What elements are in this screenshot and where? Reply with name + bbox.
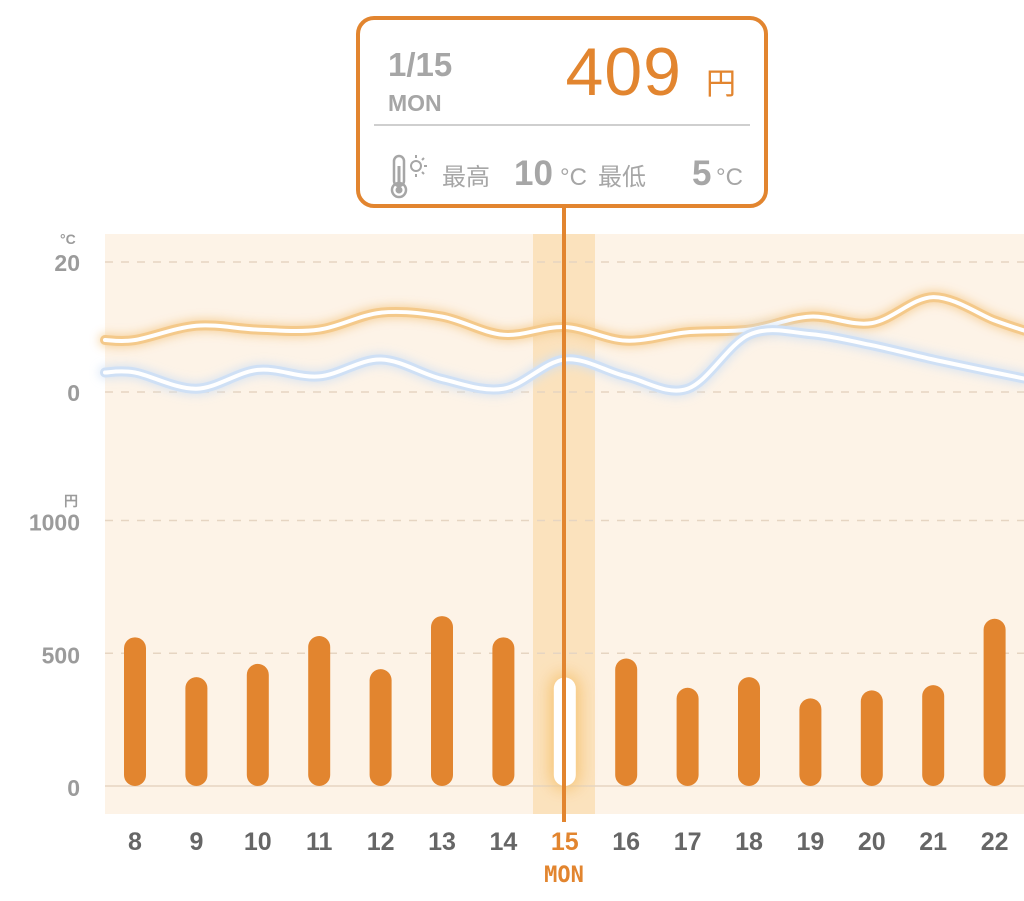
tooltip-weekday: MON <box>388 90 442 116</box>
tooltip-date: 1/15 <box>388 46 453 83</box>
tooltip-divider <box>374 124 750 126</box>
thermometer-sun-icon <box>390 154 427 199</box>
x-tick-label-11[interactable]: 11 <box>306 828 333 856</box>
x-tick-label-17[interactable]: 17 <box>674 828 702 856</box>
price-bar-12[interactable] <box>369 669 392 786</box>
temperature-tick-label-0: 0 <box>67 380 80 406</box>
tooltip-price-unit: 円 <box>706 68 736 101</box>
price-bar-16[interactable] <box>615 658 638 786</box>
price-bar-8[interactable] <box>124 637 146 786</box>
tooltip-high-value: 10 <box>514 154 553 193</box>
x-tick-label-19[interactable]: 19 <box>796 828 824 856</box>
y-axis-ticks: 20 0 1000 500 0 <box>29 250 80 801</box>
tooltip-low-value: 5 <box>692 154 712 193</box>
price-bar-19[interactable] <box>799 698 822 786</box>
x-tick-label-10[interactable]: 10 <box>244 828 272 856</box>
x-tick-label-15[interactable]: 15 <box>551 828 579 856</box>
x-tick-label-21[interactable]: 21 <box>919 828 947 856</box>
temperature-tick-label-20: 20 <box>54 250 80 276</box>
selected-weekday-label: MON <box>544 863 584 888</box>
day-detail-tooltip: 1/15 MON 409 円 最高 10 °C 最低 5 °C <box>356 16 768 208</box>
x-tick-label-13[interactable]: 13 <box>428 828 456 856</box>
x-tick-label-22[interactable]: 22 <box>981 828 1009 856</box>
tooltip-price-value: 409 <box>565 34 682 110</box>
x-tick-label-14[interactable]: 14 <box>489 828 517 856</box>
x-tick-label-8[interactable]: 8 <box>128 828 142 856</box>
x-tick-label-12[interactable]: 12 <box>367 828 395 856</box>
x-tick-label-9[interactable]: 9 <box>189 828 203 856</box>
price-tick-label-0: 0 <box>67 775 80 801</box>
price-bar-20[interactable] <box>860 690 883 786</box>
x-tick-label-18[interactable]: 18 <box>735 828 763 856</box>
price-tick-label-1000: 1000 <box>29 510 80 536</box>
x-tick-label-20[interactable]: 20 <box>858 828 886 856</box>
price-unit-label: 円 <box>64 493 78 509</box>
x-axis-labels: 8 9 10 11 12 13 14 15 16 17 18 19 20 21 22 <box>128 828 1008 856</box>
tooltip-high-unit: °C <box>560 164 587 191</box>
price-bar-13[interactable] <box>431 616 453 786</box>
temperature-unit-label: °C <box>60 231 76 247</box>
price-bar-21[interactable] <box>922 685 945 786</box>
price-bar-10[interactable] <box>246 663 269 786</box>
tooltip-high-label: 最高 <box>442 164 490 191</box>
price-bar-18[interactable] <box>738 677 760 786</box>
tooltip-low-unit: °C <box>716 164 743 191</box>
tooltip-low-label: 最低 <box>598 164 646 191</box>
price-bars[interactable] <box>124 616 1006 790</box>
x-tick-label-16[interactable]: 16 <box>612 828 640 856</box>
price-bar-9[interactable] <box>185 677 208 786</box>
price-bar-17[interactable] <box>676 687 699 786</box>
price-tick-label-500: 500 <box>42 642 80 668</box>
price-bar-22[interactable] <box>983 618 1006 786</box>
price-bar-14[interactable] <box>492 637 515 786</box>
price-bar-11[interactable] <box>308 635 331 786</box>
